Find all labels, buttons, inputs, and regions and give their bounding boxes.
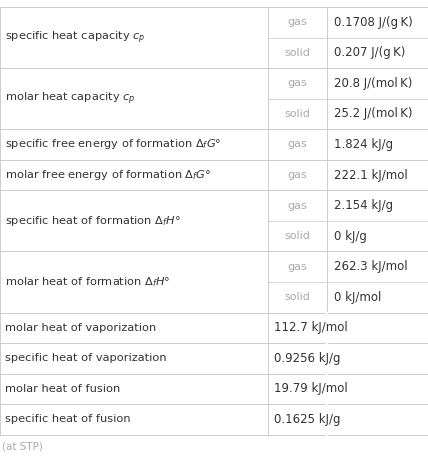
Text: 20.8 J/(mol K): 20.8 J/(mol K) (334, 77, 412, 90)
Text: 25.2 J/(mol K): 25.2 J/(mol K) (334, 107, 412, 120)
Text: 0.1708 J/(g K): 0.1708 J/(g K) (334, 16, 413, 29)
Text: 262.3 kJ/mol: 262.3 kJ/mol (334, 260, 407, 273)
Text: 112.7 kJ/mol: 112.7 kJ/mol (274, 321, 348, 334)
Text: molar heat capacity $c_p$: molar heat capacity $c_p$ (5, 91, 136, 107)
Text: specific heat of formation $\Delta_f H°$: specific heat of formation $\Delta_f H°$ (5, 214, 181, 228)
Text: 2.154 kJ/g: 2.154 kJ/g (334, 199, 393, 212)
Text: gas: gas (288, 262, 307, 272)
Text: molar heat of fusion: molar heat of fusion (5, 384, 120, 394)
Text: 0 kJ/g: 0 kJ/g (334, 230, 367, 243)
Text: specific heat capacity $c_p$: specific heat capacity $c_p$ (5, 29, 146, 46)
Text: gas: gas (288, 200, 307, 211)
Text: solid: solid (285, 231, 310, 241)
Text: gas: gas (288, 79, 307, 88)
Text: 0.207 J/(g K): 0.207 J/(g K) (334, 46, 405, 60)
Text: specific heat of vaporization: specific heat of vaporization (5, 353, 167, 363)
Text: 1.824 kJ/g: 1.824 kJ/g (334, 138, 393, 151)
Text: molar free energy of formation $\Delta_f G°$: molar free energy of formation $\Delta_f… (5, 168, 211, 182)
Text: gas: gas (288, 17, 307, 27)
Text: gas: gas (288, 170, 307, 180)
Text: 19.79 kJ/mol: 19.79 kJ/mol (274, 382, 348, 395)
Text: molar heat of vaporization: molar heat of vaporization (5, 323, 156, 333)
Text: specific heat of fusion: specific heat of fusion (5, 414, 131, 425)
Text: 0 kJ/mol: 0 kJ/mol (334, 291, 381, 304)
Text: (at STP): (at STP) (2, 441, 43, 452)
Text: solid: solid (285, 109, 310, 119)
Text: solid: solid (285, 48, 310, 58)
Text: specific free energy of formation $\Delta_f G°$: specific free energy of formation $\Delt… (5, 138, 222, 152)
Text: 0.9256 kJ/g: 0.9256 kJ/g (274, 352, 340, 365)
Text: 0.1625 kJ/g: 0.1625 kJ/g (274, 413, 340, 426)
Text: gas: gas (288, 140, 307, 149)
Text: 222.1 kJ/mol: 222.1 kJ/mol (334, 168, 407, 181)
Text: solid: solid (285, 292, 310, 302)
Text: molar heat of formation $\Delta_f H°$: molar heat of formation $\Delta_f H°$ (5, 275, 171, 289)
